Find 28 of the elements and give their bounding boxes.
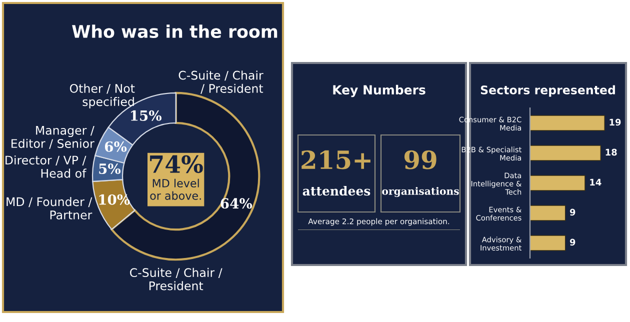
bar (530, 205, 566, 221)
data-label: 9 (570, 238, 576, 246)
text: attendees (302, 186, 370, 196)
data-label: 14 (590, 178, 602, 186)
text: Key Numbers (333, 84, 426, 98)
slice-label: Other / Not specified (70, 84, 135, 108)
slice-label: MD / Founder / Partner (6, 197, 92, 220)
chart-title: Who was in the room (72, 24, 278, 38)
bar (530, 115, 605, 131)
bar (530, 235, 566, 251)
bar (530, 145, 601, 161)
data-label: 5% (99, 164, 121, 174)
bar (530, 175, 586, 191)
slice-label: C-Suite / Chair / President (130, 268, 222, 290)
data-label: 19 (610, 118, 621, 126)
text: 215+ (302, 150, 370, 170)
data-label: 6% (104, 141, 127, 152)
text: 74% (150, 155, 203, 174)
data-label: 15% (131, 110, 162, 121)
text: organisations (382, 187, 459, 197)
text: 99 (404, 150, 436, 170)
chart-title: Sectors represented (480, 85, 615, 97)
slice-label: Manager / Editor / Senior (12, 126, 94, 149)
data-label: 9 (570, 208, 576, 216)
text: C-Suite / Chair / President (178, 70, 264, 94)
text: MD level or above. (150, 178, 201, 200)
data-label: 18 (606, 148, 617, 156)
slice-label: Director / VP / Head of (6, 155, 86, 178)
